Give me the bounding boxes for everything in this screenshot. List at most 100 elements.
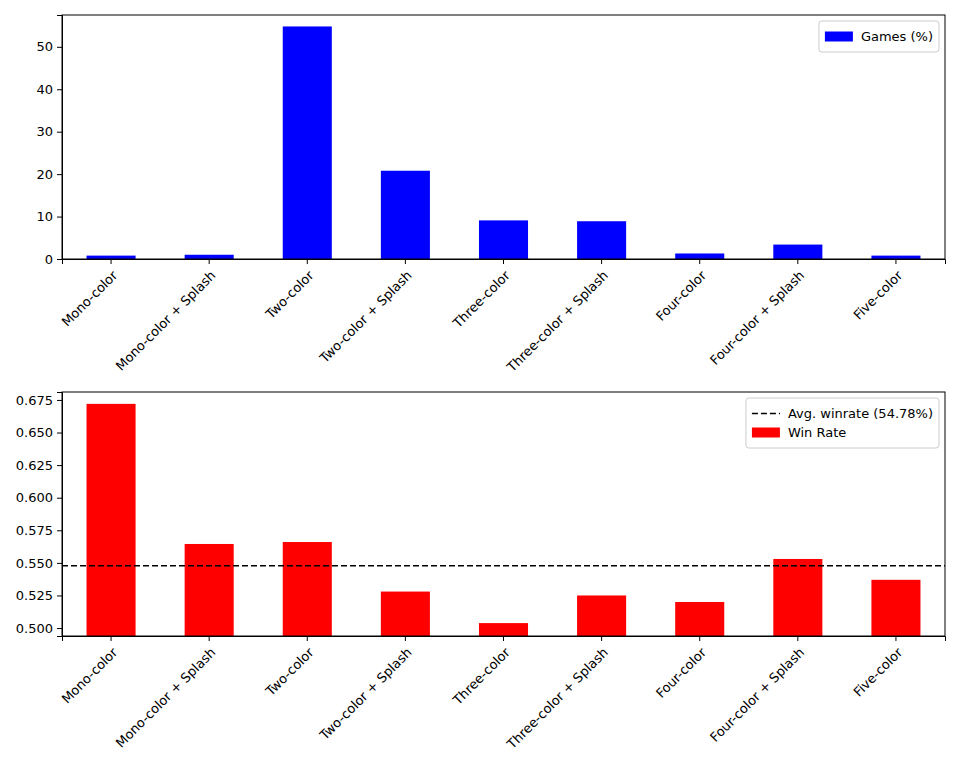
tick: 50 — [36, 39, 62, 54]
tick: Four-color + Splash — [707, 259, 807, 368]
tick: Three-color + Splash — [503, 259, 611, 375]
legend-box — [819, 21, 939, 52]
tick: 0.675 — [16, 393, 62, 408]
tick: 20 — [36, 167, 62, 182]
tick-label: Two-color + Splash — [316, 645, 415, 744]
tick-label: 0.625 — [16, 458, 53, 473]
tick-label: Four-color — [653, 644, 710, 701]
figure: 01020304050Mono-colorMono-color + Splash… — [0, 0, 960, 768]
frame — [62, 392, 945, 636]
axis-line — [57, 16, 63, 260]
tick: 40 — [36, 82, 62, 97]
axis-line — [57, 393, 63, 637]
tick: Mono-color + Splash — [113, 259, 219, 373]
tick-label: 0 — [45, 252, 53, 267]
tick-label: Five-color — [850, 267, 905, 322]
tick-label: Three-color + Splash — [503, 268, 611, 376]
tick: Two-color — [262, 636, 317, 699]
tick-label: 0.675 — [16, 393, 53, 408]
tick: Four-color — [653, 259, 710, 324]
bar — [283, 542, 332, 636]
tick: 0.525 — [16, 588, 62, 603]
plot-area — [87, 26, 921, 259]
bar — [675, 602, 724, 636]
bar — [283, 26, 332, 259]
bar — [773, 559, 822, 636]
tick-label: 30 — [36, 124, 53, 139]
tick-label: 0.650 — [16, 425, 53, 440]
tick-label: 0.500 — [16, 621, 53, 636]
tick: Three-color + Splash — [503, 636, 611, 752]
tick-label: 50 — [36, 39, 53, 54]
bar — [87, 256, 136, 259]
bar — [773, 245, 822, 259]
tick-label: Mono-color — [59, 267, 121, 329]
tick-mark — [209, 636, 210, 641]
x-axis: Mono-colorMono-color + Splash Two-colorTw… — [59, 259, 946, 375]
tick-mark — [57, 400, 62, 401]
tick-label: Five-color — [850, 644, 905, 699]
tick-mark — [895, 259, 896, 264]
tick: Mono-color — [59, 259, 121, 329]
tick-label: 10 — [36, 209, 53, 224]
frame — [62, 15, 945, 259]
legend-label: Avg. winrate (54.78%) — [788, 406, 933, 421]
tick-label: Three-color + Splash — [503, 645, 611, 753]
tick-mark — [307, 259, 308, 264]
tick-label: 0.600 — [16, 490, 53, 505]
tick-mark — [111, 259, 112, 264]
tick: 30 — [36, 124, 62, 139]
bar — [479, 623, 528, 636]
tick-mark — [57, 563, 62, 564]
tick-mark — [57, 530, 62, 531]
tick: Mono-color — [59, 636, 121, 706]
tick-mark — [699, 636, 700, 641]
x-axis: Mono-colorMono-color + Splash Two-colorTw… — [59, 636, 946, 752]
tick-mark — [57, 132, 62, 133]
tick: Three-color — [449, 636, 513, 708]
bar — [87, 404, 136, 636]
tick-mark — [601, 259, 602, 264]
tick-mark — [57, 47, 62, 48]
tick-mark — [307, 636, 308, 641]
tick: 0.575 — [16, 523, 62, 538]
tick-label: 0.575 — [16, 523, 53, 538]
tick-label: Mono-color + Splash — [113, 268, 219, 374]
reference-line — [62, 565, 945, 567]
bar — [577, 595, 626, 636]
bar — [381, 592, 430, 636]
tick: Four-color — [653, 636, 710, 701]
tick-mark — [797, 259, 798, 264]
tick-label: 20 — [36, 167, 53, 182]
tick: 0.550 — [16, 556, 62, 571]
tick-mark — [57, 174, 62, 175]
tick-label: 0.525 — [16, 588, 53, 603]
bar — [185, 544, 234, 636]
legend: Games (%) — [819, 21, 939, 52]
tick-mark — [57, 465, 62, 466]
tick: Mono-color + Splash — [113, 636, 219, 750]
tick-label: Mono-color — [59, 644, 121, 706]
tick-mark — [699, 259, 700, 264]
tick: 0.600 — [16, 490, 62, 505]
tick: 0 — [45, 252, 62, 267]
tick-mark — [797, 636, 798, 641]
tick-mark — [57, 628, 62, 629]
legend-label: Games (%) — [861, 29, 933, 44]
bar — [479, 220, 528, 259]
tick-mark — [111, 636, 112, 641]
tick-label: Two-color — [262, 267, 317, 322]
tick: Two-color + Splash — [316, 636, 415, 743]
tick: Five-color — [850, 636, 905, 700]
subplot: 0.500 0.525 0.550 0.575 0.600 0.625 0.650 0.675… — [16, 392, 946, 752]
tick: 0.500 — [16, 621, 62, 636]
legend: Avg. winrate (54.78%)Win Rate — [746, 398, 939, 448]
tick-label: 40 — [36, 82, 53, 97]
tick: Three-color — [449, 259, 513, 331]
tick-mark — [57, 433, 62, 434]
bar — [675, 253, 724, 259]
tick-label: Two-color + Splash — [316, 268, 415, 367]
tick-label: Mono-color + Splash — [113, 645, 219, 751]
tick: Two-color — [262, 259, 317, 322]
tick-mark — [895, 636, 896, 641]
